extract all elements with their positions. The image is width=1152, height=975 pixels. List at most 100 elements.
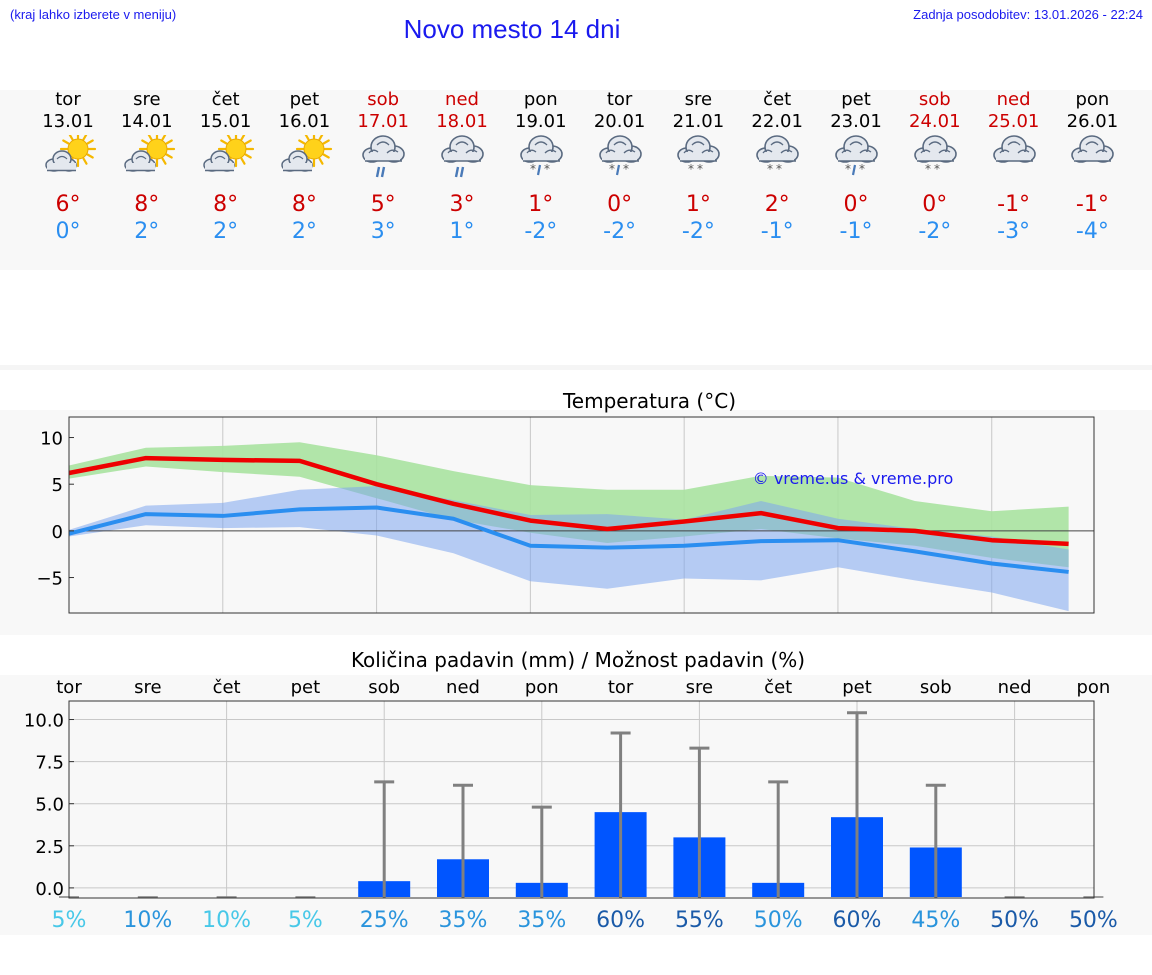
category-label: pet [291,677,321,698]
cloud-icon [1071,135,1115,163]
probability-label: 50% [990,908,1039,933]
day-column: pet 16.01 8° 2° [265,89,344,245]
min-temp: 3° [370,219,396,244]
min-temp: -1° [839,219,873,244]
day-date: 25.01 [987,111,1040,132]
svg-text:*: * [767,162,773,176]
probability-label: 45% [911,908,960,933]
category-label: sre [134,677,161,698]
y-tick-label: −5 [36,569,63,590]
precipitation-chart: Količina padavin (mm) / Možnost padavin … [24,648,1118,933]
max-temp: 0° [607,192,633,217]
svg-text:*: * [623,162,629,176]
category-label: tor [608,677,634,698]
day-name: čet [211,89,240,110]
probability-label: 5% [288,908,323,933]
max-temp: 3° [449,192,475,217]
max-temp: 5° [370,192,396,217]
min-temp: -4° [1075,219,1109,244]
category-label: ned [998,677,1032,698]
category-label: čet [213,677,241,698]
day-column: sob 17.01 5° 3° [344,89,423,245]
day-column: čet 22.01 * * 2° -1° [738,89,817,245]
min-temp-line [68,505,1069,574]
day-date: 15.01 [199,111,252,132]
day-name: pet [289,89,320,110]
min-temp: 2° [291,219,317,244]
max-temp: 8° [213,192,239,217]
min-temp: -2° [918,219,952,244]
snow-cloud-icon: * * [677,135,721,176]
region-hint[interactable]: (kraj lahko izberete v meniju) [10,7,177,22]
daily-forecast: tor 13.01 6° 0° sre 14.01 8° 2° čet 15.01 8° 2° pet 1… [0,0,1152,270]
max-temp: 8° [134,192,160,217]
svg-text:*: * [776,162,782,176]
category-label: sre [686,677,713,698]
category-label: ned [446,677,480,698]
y-tick-label: 5.0 [35,795,64,816]
category-label: pet [842,677,872,698]
day-column: ned 25.01 -1° -3° [974,89,1053,245]
chart-title: Temperatura (°C) [562,389,736,413]
svg-text:*: * [697,162,703,176]
day-date: 23.01 [830,111,882,132]
category-label: čet [764,677,792,698]
probability-label: 10% [123,908,172,933]
watermark: © vreme.us & vreme.pro [753,469,954,488]
day-column: sre 14.01 8° 2° [107,89,186,245]
probability-label: 5% [52,908,87,933]
max-temp: 0° [843,192,869,217]
day-date: 22.01 [751,111,803,132]
y-tick-label: 2.5 [35,837,64,858]
last-updated: Zadnja posodobitev: 13.01.2026 - 22:24 [913,7,1143,22]
svg-text:*: * [859,162,865,176]
max-temp: 1° [685,192,711,217]
min-temp: -2° [524,219,558,244]
day-column: pon 26.01 -1° -4° [1053,89,1132,245]
max-temp: 2° [764,192,790,217]
min-temp: 2° [213,219,239,244]
probability-label: 25% [360,908,409,933]
probability-label: 60% [596,908,645,933]
max-temp: 1° [528,192,554,217]
y-tick-label: 10 [40,429,63,450]
day-date: 24.01 [909,111,961,132]
max-temp: -1° [1075,192,1109,217]
day-name: sob [367,89,400,110]
day-column: tor 13.01 6° 0° [29,89,108,245]
sun-cloud-icon [45,135,97,172]
category-label: tor [56,677,82,698]
day-column: ned 18.01 3° 1° [423,89,502,245]
svg-text:*: * [688,162,694,176]
day-name: čet [763,89,792,110]
cloud-icon [992,135,1036,163]
day-name: pon [1075,89,1110,110]
min-temp: -2° [603,219,637,244]
rain-cloud-icon [362,135,405,178]
probability-label: 50% [754,908,803,933]
day-date: 14.01 [121,111,173,132]
max-temp: 8° [291,192,317,217]
temperature-chart: Temperatura (°C) 10 5 0 −5 © vreme.us & vreme… [36,389,1095,614]
category-label: sob [920,677,952,698]
day-column: čet 15.01 8° 2° [186,89,265,245]
daily-forecast-strip [0,90,1152,270]
probability-label: 60% [833,908,882,933]
sun-cloud-icon [124,135,175,172]
min-temp: -3° [997,219,1031,244]
min-temp: 0° [55,219,81,244]
sleet-cloud-icon: * * [835,135,878,176]
day-date: 18.01 [436,111,488,132]
day-date: 16.01 [278,111,331,132]
day-date: 17.01 [357,111,409,132]
rain-cloud-icon [441,135,484,178]
svg-text:*: * [544,162,550,176]
sun-cloud-icon [202,135,254,172]
snow-cloud-icon: * * [913,135,957,176]
sleet-cloud-icon: * * [598,135,642,176]
day-name: ned [445,89,479,110]
min-temp: -2° [681,219,715,244]
max-temp: -1° [997,192,1031,217]
day-column: tor 20.01 * * 0° -2° [580,89,659,245]
day-name: sob [918,89,951,110]
